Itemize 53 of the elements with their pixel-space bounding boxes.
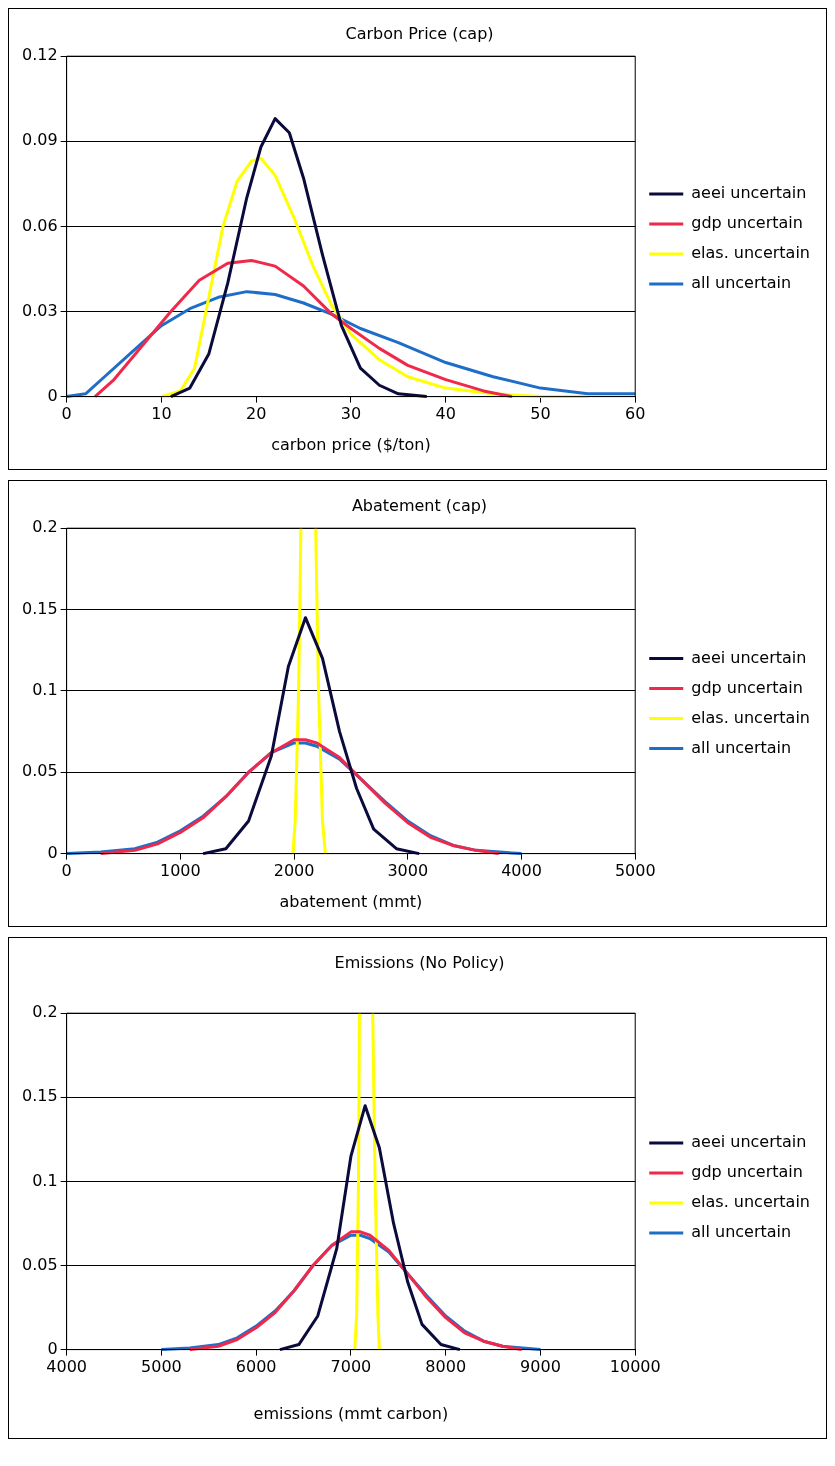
legend-label: gdp uncertain: [691, 213, 803, 233]
x-tick-label: 4000: [46, 1357, 87, 1377]
y-tick-label: 0.2: [32, 1002, 58, 1022]
x-tick-label: 40: [435, 404, 456, 424]
y-tick-label: 0.09: [22, 130, 58, 150]
x-tick-label: 7000: [330, 1357, 372, 1377]
x-axis-title: carbon price ($/ton): [271, 434, 431, 454]
x-tick-label: 9000: [520, 1357, 561, 1377]
x-axis-title: emissions (mmt carbon): [253, 1403, 449, 1423]
x-tick-label: 8000: [425, 1357, 467, 1377]
x-tick-label: 10000: [609, 1357, 661, 1377]
x-tick-label: 60: [625, 404, 646, 424]
x-tick-label: 5000: [141, 1357, 182, 1377]
legend-label: elas. uncertain: [691, 243, 810, 263]
legend-label: gdp uncertain: [691, 1162, 803, 1182]
x-tick-label: 2000: [273, 861, 315, 881]
y-tick-label: 0: [47, 385, 58, 405]
y-tick-label: 0.1: [32, 1170, 58, 1190]
y-tick-label: 0: [47, 1338, 58, 1358]
x-tick-label: 20: [245, 404, 267, 424]
legend-label: aeei uncertain: [691, 647, 807, 667]
x-axis-title: abatement (mmt): [279, 891, 423, 911]
x-tick-label: 10: [151, 404, 172, 424]
x-tick-label: 0: [61, 861, 72, 881]
chart-title: Carbon Price (cap): [345, 23, 494, 43]
legend-label: gdp uncertain: [691, 677, 803, 697]
y-tick-label: 0.1: [32, 680, 58, 700]
chart-title: Abatement (cap): [351, 495, 488, 515]
y-tick-label: 0.12: [22, 45, 58, 65]
y-tick-label: 0.15: [22, 598, 58, 618]
x-tick-label: 0: [61, 404, 72, 424]
x-tick-label: 1000: [159, 861, 201, 881]
legend-label: all uncertain: [691, 737, 792, 757]
y-tick-label: 0.03: [22, 300, 58, 320]
y-tick-label: 0: [47, 842, 58, 862]
legend-label: all uncertain: [691, 273, 792, 293]
legend-label: aeei uncertain: [691, 1132, 807, 1152]
legend-label: all uncertain: [691, 1222, 792, 1242]
x-tick-label: 5000: [614, 861, 656, 881]
legend-label: elas. uncertain: [691, 707, 810, 727]
legend-label: elas. uncertain: [691, 1192, 810, 1212]
x-tick-label: 4000: [501, 861, 542, 881]
x-tick-label: 3000: [387, 861, 429, 881]
legend-label: aeei uncertain: [691, 183, 807, 203]
chart-title: Emissions (No Policy): [334, 952, 505, 972]
y-tick-label: 0.05: [22, 1254, 58, 1274]
x-tick-label: 6000: [235, 1357, 277, 1377]
y-tick-label: 0.2: [32, 517, 58, 537]
x-tick-label: 50: [530, 404, 551, 424]
x-tick-label: 30: [340, 404, 362, 424]
y-tick-label: 0.06: [22, 215, 58, 235]
y-tick-label: 0.05: [22, 761, 58, 781]
y-tick-label: 0.15: [22, 1086, 58, 1106]
